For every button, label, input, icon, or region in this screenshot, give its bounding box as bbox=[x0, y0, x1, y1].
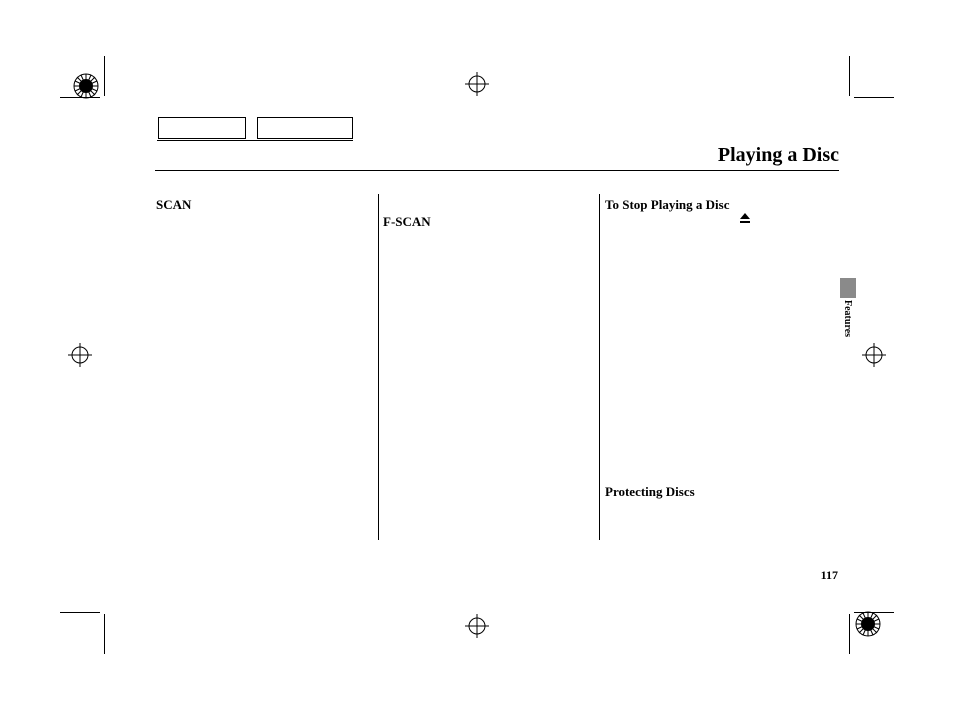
registration-mark-icon bbox=[862, 343, 886, 367]
starburst-icon bbox=[72, 72, 100, 100]
eject-icon bbox=[740, 213, 750, 219]
registration-mark-icon bbox=[465, 614, 489, 638]
crop-mark bbox=[849, 56, 850, 96]
rule-line bbox=[157, 140, 353, 141]
placeholder-box bbox=[158, 117, 246, 139]
crop-mark bbox=[104, 56, 105, 96]
section-heading-stop: To Stop Playing a Disc bbox=[605, 197, 730, 213]
crop-mark bbox=[104, 614, 105, 654]
column-divider bbox=[599, 194, 600, 540]
page-title: Playing a Disc bbox=[718, 144, 839, 166]
crop-mark bbox=[849, 614, 850, 654]
column-divider bbox=[378, 194, 379, 540]
section-heading-fscan: F-SCAN bbox=[383, 214, 431, 230]
crop-mark bbox=[854, 97, 894, 98]
registration-mark-icon bbox=[68, 343, 92, 367]
starburst-icon bbox=[854, 610, 882, 638]
section-heading-scan: SCAN bbox=[156, 197, 191, 213]
thumb-tab-label: Features bbox=[842, 300, 853, 337]
page-number: 117 bbox=[821, 568, 838, 583]
thumb-tab bbox=[840, 278, 856, 298]
placeholder-box bbox=[257, 117, 353, 139]
page-title-bar: Playing a Disc bbox=[155, 144, 839, 171]
section-heading-protecting: Protecting Discs bbox=[605, 484, 695, 500]
registration-mark-icon bbox=[465, 72, 489, 96]
eject-icon-bar bbox=[740, 221, 750, 223]
crop-mark bbox=[60, 612, 100, 613]
